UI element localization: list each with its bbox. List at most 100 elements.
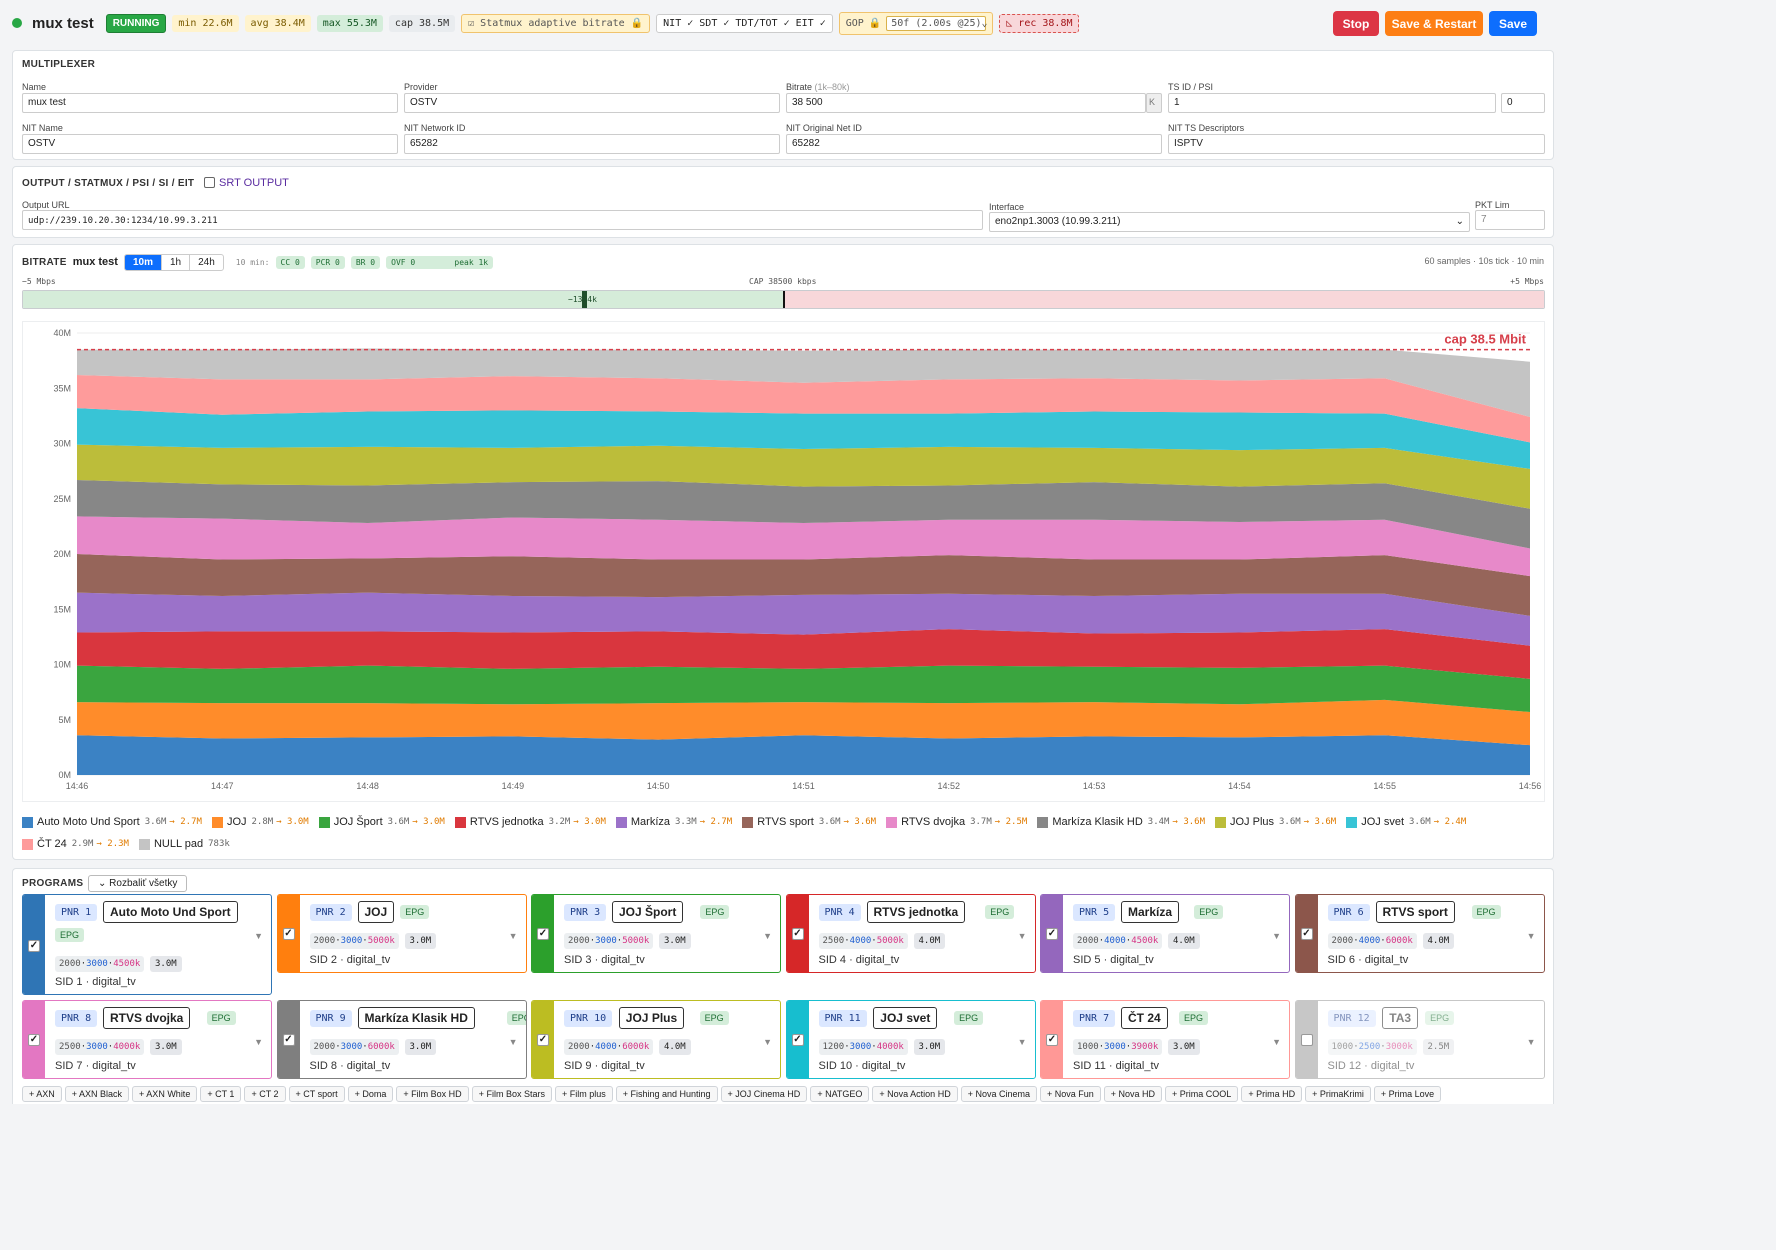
add-program-chip[interactable]: + Film plus bbox=[554, 1086, 613, 1102]
add-program-chip[interactable]: + Nova Fun bbox=[1039, 1086, 1101, 1102]
legend-item[interactable]: JOJ svet 3.6M → 2.4M bbox=[1346, 811, 1466, 833]
psi-input[interactable]: 0 bbox=[1501, 93, 1545, 113]
epg-badge[interactable]: EPG bbox=[700, 905, 730, 919]
program-checkbox[interactable]: ✓ bbox=[791, 928, 804, 940]
program-checkbox[interactable]: ✓ bbox=[28, 1034, 40, 1046]
program-card[interactable]: ✓ PNR 6 RTVS sport EPG 2000·4000·6000k 4.0M SI… bbox=[1294, 894, 1545, 973]
program-name[interactable]: Auto Moto Und Sport bbox=[103, 901, 238, 923]
bitrate-range[interactable]: 1000·2500·3000k bbox=[1327, 1039, 1417, 1055]
program-card[interactable]: ✓ PNR 7 ČT 24 EPG 1000·3000·3900k 3.0M SID 11 … bbox=[1040, 1000, 1290, 1079]
name-input[interactable]: mux test bbox=[22, 93, 398, 113]
program-name[interactable]: JOJ bbox=[357, 901, 395, 923]
add-program-chip[interactable]: + JOJ Cinema HD bbox=[720, 1086, 808, 1102]
statmux-toggle[interactable]: ☑ Statmux adaptive bitrate 🔒 bbox=[461, 13, 651, 33]
expand-caret-icon[interactable]: ▼ bbox=[508, 1037, 518, 1047]
add-program-chip[interactable]: + Prima COOL bbox=[1165, 1086, 1239, 1102]
program-checkbox[interactable]: ✓ bbox=[1046, 928, 1058, 940]
range-1h[interactable]: 1h bbox=[160, 254, 189, 270]
pkt-lim-input[interactable]: 7 bbox=[1475, 210, 1545, 230]
expand-caret-icon[interactable]: ▼ bbox=[1017, 1037, 1027, 1047]
output-url-input[interactable]: udp://239.10.20.30:1234/10.99.3.211 bbox=[22, 210, 983, 230]
program-card[interactable]: ✓ PNR 11 JOJ svet EPG 1200·3000·4000k 3.0M SID… bbox=[785, 1000, 1036, 1079]
epg-badge[interactable]: EPG bbox=[506, 1011, 526, 1025]
add-program-chip[interactable]: + Prima HD bbox=[1241, 1086, 1303, 1102]
gop-select[interactable]: 50f (2.00s @25) ⌄ bbox=[886, 15, 988, 31]
expand-caret-icon[interactable]: ▼ bbox=[1017, 931, 1027, 941]
epg-badge[interactable]: EPG bbox=[400, 905, 430, 919]
legend-item[interactable]: ČT 24 2.9M → 2.3M bbox=[22, 833, 129, 855]
expand-caret-icon[interactable]: ▼ bbox=[1272, 931, 1281, 941]
program-name[interactable]: Markíza Klasik HD bbox=[357, 1007, 475, 1029]
epg-badge[interactable]: EPG bbox=[699, 1011, 729, 1025]
deviation-marker[interactable] bbox=[582, 291, 587, 308]
bitrate-range[interactable]: 2000·4000·4500k bbox=[1073, 933, 1163, 949]
legend-item[interactable]: RTVS dvojka 3.7M → 2.5M bbox=[886, 811, 1027, 833]
add-program-chip[interactable]: + Film Box Stars bbox=[471, 1086, 552, 1102]
add-program-chip[interactable]: + NATGEO bbox=[810, 1086, 870, 1102]
program-checkbox[interactable]: ✓ bbox=[282, 1034, 295, 1046]
bitrate-range[interactable]: 2500·4000·5000k bbox=[818, 933, 908, 949]
expand-caret-icon[interactable]: ▼ bbox=[763, 931, 772, 941]
add-program-chip[interactable]: + CT 1 bbox=[200, 1086, 242, 1102]
provider-input[interactable]: OSTV bbox=[404, 93, 780, 113]
bitrate-range[interactable]: 2000·4000·6000k bbox=[1327, 933, 1417, 949]
bitrate-input[interactable]: 38 500 bbox=[786, 93, 1146, 113]
program-name[interactable]: Markíza bbox=[1121, 901, 1180, 923]
nit-original-net-id-input[interactable]: 65282 bbox=[786, 134, 1162, 154]
bitrate-range[interactable]: 2000·4000·6000k bbox=[564, 1039, 654, 1055]
interface-select[interactable]: eno2np1.3003 (10.99.3.211) ⌄ bbox=[989, 212, 1470, 232]
program-card[interactable]: ✓ PNR 4 RTVS jednotka EPG 2500·4000·5000k 4.0… bbox=[785, 894, 1036, 973]
bitrate-range[interactable]: 1000·3000·3900k bbox=[1073, 1039, 1163, 1055]
nit-network-id-input[interactable]: 65282 bbox=[404, 134, 780, 154]
add-program-chip[interactable]: + CT sport bbox=[288, 1086, 345, 1102]
expand-caret-icon[interactable]: ▼ bbox=[1272, 1037, 1281, 1047]
save-restart-button[interactable]: Save & Restart bbox=[1385, 11, 1483, 36]
bitrate-range[interactable]: 2000·3000·4500k bbox=[55, 956, 145, 972]
program-checkbox[interactable]: ✓ bbox=[1300, 928, 1313, 940]
program-checkbox[interactable]: ✓ bbox=[282, 928, 295, 940]
epg-badge[interactable]: EPG bbox=[1179, 1011, 1209, 1025]
epg-badge[interactable]: EPG bbox=[1425, 1011, 1455, 1025]
program-card[interactable]: ✓ PNR 8 RTVS dvojka EPG 2500·3000·4000k 3.0M S… bbox=[22, 1000, 272, 1079]
add-program-chip[interactable]: + Nova Cinema bbox=[960, 1086, 1037, 1102]
epg-badge[interactable]: EPG bbox=[985, 905, 1015, 919]
program-name[interactable]: ČT 24 bbox=[1121, 1007, 1168, 1029]
legend-item[interactable]: JOJ Šport 3.6M → 3.0M bbox=[318, 811, 445, 833]
bitrate-range[interactable]: 2000·3000·5000k bbox=[564, 933, 654, 949]
add-program-chip[interactable]: + AXN Black bbox=[64, 1086, 130, 1102]
program-card[interactable]: ✓ PNR 3 JOJ Šport EPG 2000·3000·5000k 3.0M SID… bbox=[531, 894, 781, 973]
add-program-chip[interactable]: + Prima Love bbox=[1373, 1086, 1442, 1102]
expand-caret-icon[interactable]: ▼ bbox=[254, 931, 263, 941]
epg-badge[interactable]: EPG bbox=[1471, 905, 1501, 919]
program-checkbox[interactable]: ✓ bbox=[28, 940, 40, 952]
add-program-chip[interactable]: + Fishing and Hunting bbox=[615, 1086, 718, 1102]
legend-item[interactable]: Auto Moto Und Sport 3.6M → 2.7M bbox=[22, 811, 202, 833]
expand-caret-icon[interactable]: ▼ bbox=[254, 1037, 263, 1047]
program-checkbox[interactable]: ✓ bbox=[791, 1034, 804, 1046]
nit-ts-descriptors-input[interactable]: ISPTV bbox=[1168, 134, 1545, 154]
add-program-chip[interactable]: + AXN bbox=[22, 1086, 62, 1102]
program-checkbox[interactable]: ✓ bbox=[537, 1034, 549, 1046]
bitrate-range[interactable]: 2000·3000·6000k bbox=[309, 1039, 399, 1055]
nit-name-input[interactable]: OSTV bbox=[22, 134, 398, 154]
rec-badge[interactable]: ◺ rec 38.8M bbox=[999, 13, 1080, 33]
expand-caret-icon[interactable]: ▼ bbox=[1526, 1037, 1536, 1047]
expand-caret-icon[interactable]: ▼ bbox=[763, 1037, 772, 1047]
program-checkbox[interactable]: ✓ bbox=[1046, 1034, 1058, 1046]
epg-badge[interactable]: EPG bbox=[206, 1011, 236, 1025]
program-card[interactable]: PNR 12 TA3 EPG 1000·2500·3000k 2.5M SID 12 · … bbox=[1294, 1000, 1545, 1079]
program-card[interactable]: ✓ PNR 5 Markíza EPG 2000·4000·4500k 4.0M SID 5… bbox=[1040, 894, 1290, 973]
add-program-chip[interactable]: + Nova HD bbox=[1103, 1086, 1163, 1102]
expand-all-button[interactable]: ⌄ Rozbaliť všetky bbox=[88, 875, 188, 892]
epg-badge[interactable]: EPG bbox=[954, 1011, 984, 1025]
add-program-chip[interactable]: + Nova Action HD bbox=[872, 1086, 958, 1102]
program-checkbox[interactable]: ✓ bbox=[537, 928, 549, 940]
program-name[interactable]: RTVS sport bbox=[1375, 901, 1455, 923]
bitrate-range[interactable]: 2500·3000·4000k bbox=[55, 1039, 145, 1055]
legend-item[interactable]: Markíza 3.3M → 2.7M bbox=[615, 811, 732, 833]
expand-caret-icon[interactable]: ▼ bbox=[508, 931, 518, 941]
program-name[interactable]: TA3 bbox=[1382, 1007, 1419, 1029]
bitrate-range[interactable]: 2000·3000·5000k bbox=[309, 933, 399, 949]
program-card[interactable]: ✓ PNR 10 JOJ Plus EPG 2000·4000·6000k 4.0M SID… bbox=[531, 1000, 781, 1079]
program-card[interactable]: ✓ PNR 2 JOJ EPG 2000·3000·5000k 3.0M SID 2 · d… bbox=[276, 894, 527, 973]
